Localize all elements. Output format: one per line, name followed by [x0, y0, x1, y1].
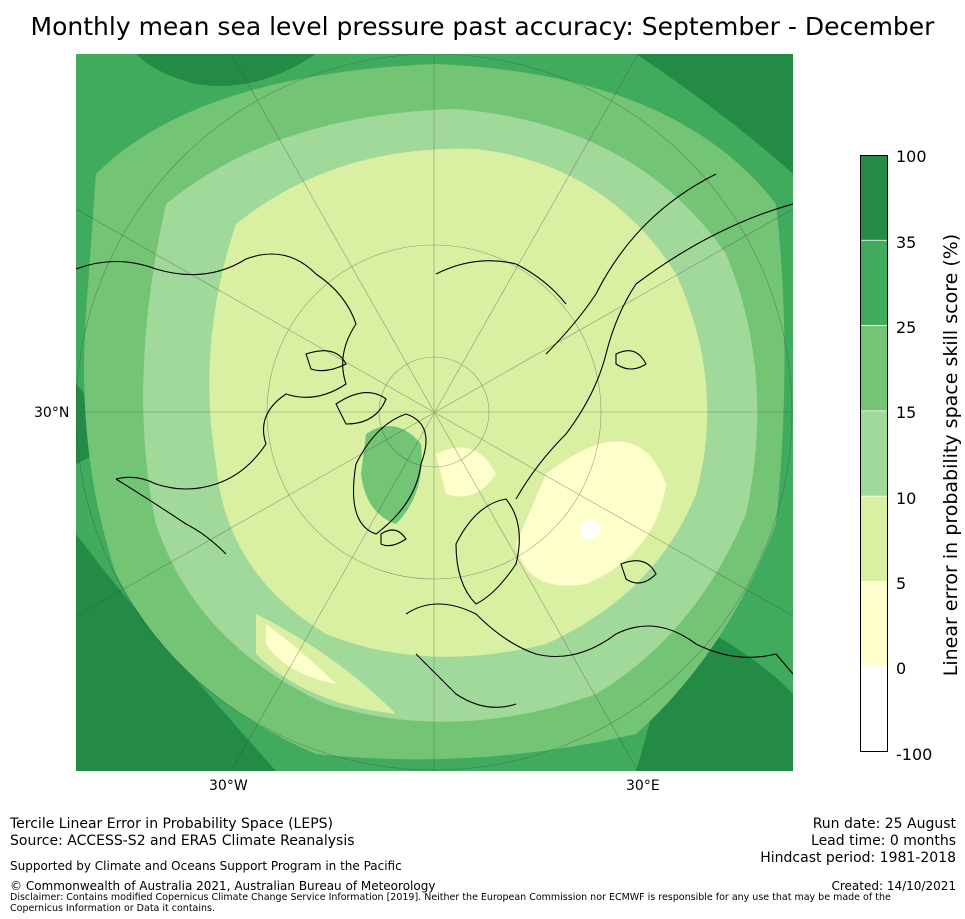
region-band-5-c [436, 447, 496, 497]
colorbar-band [860, 325, 888, 412]
lon-label-west: 30°W [209, 778, 248, 794]
colorbar-band [860, 240, 888, 327]
footer-copyright: © Commonwealth of Australia 2021, Austra… [10, 879, 436, 893]
colorbar-tick-minus100: -100 [896, 745, 933, 764]
region-dark-nw [136, 54, 316, 86]
colorbar-label: Linear error in probability space skill … [940, 233, 962, 677]
colorbar-band [860, 666, 888, 752]
colorbar-tick-25: 25 [896, 318, 917, 337]
polar-map [76, 54, 793, 771]
region-band-0 [581, 520, 601, 540]
region-greenland [361, 426, 422, 524]
region-band-10 [209, 148, 708, 657]
page-title: Monthly mean sea level pressure past acc… [30, 12, 935, 41]
colorbar-tick-100: 100 [896, 147, 927, 166]
colorbar-tick-10: 10 [896, 489, 917, 508]
colorbar-tick-15: 15 [896, 403, 917, 422]
lon-label-east: 30°E [626, 778, 660, 794]
footer-hindcast: Hindcast period: 1981-2018 [760, 850, 956, 866]
footer-lead-time: Lead time: 0 months [811, 833, 956, 849]
lat-label: 30°N [34, 405, 70, 421]
footer-run-date: Run date: 25 August [812, 816, 956, 832]
colorbar-tick-5: 5 [896, 574, 907, 593]
footer-disclaimer: Disclaimer: Contains modified Copernicus… [10, 892, 891, 914]
colorbar-band [860, 496, 888, 582]
colorbar-band [860, 410, 888, 497]
colorbar [860, 155, 888, 752]
colorbar-band [860, 155, 888, 241]
graticule [76, 54, 793, 771]
footer-source: Source: ACCESS-S2 and ERA5 Climate Reana… [10, 833, 355, 849]
colorbar-tick-35: 35 [896, 233, 917, 252]
region-band-5-b [266, 624, 336, 684]
region-dark-ne [636, 54, 793, 174]
region-band-5 [516, 441, 666, 586]
coastlines [76, 173, 793, 708]
footer-created: Created: 14/10/2021 [831, 879, 956, 893]
footer-method: Tercile Linear Error in Probability Spac… [10, 816, 333, 832]
footer-support: Supported by Climate and Oceans Support … [10, 859, 402, 873]
region-band-10-b [256, 614, 396, 714]
colorbar-band [860, 581, 888, 668]
colorbar-tick-0: 0 [896, 659, 907, 678]
region-dark-sw [76, 534, 276, 771]
